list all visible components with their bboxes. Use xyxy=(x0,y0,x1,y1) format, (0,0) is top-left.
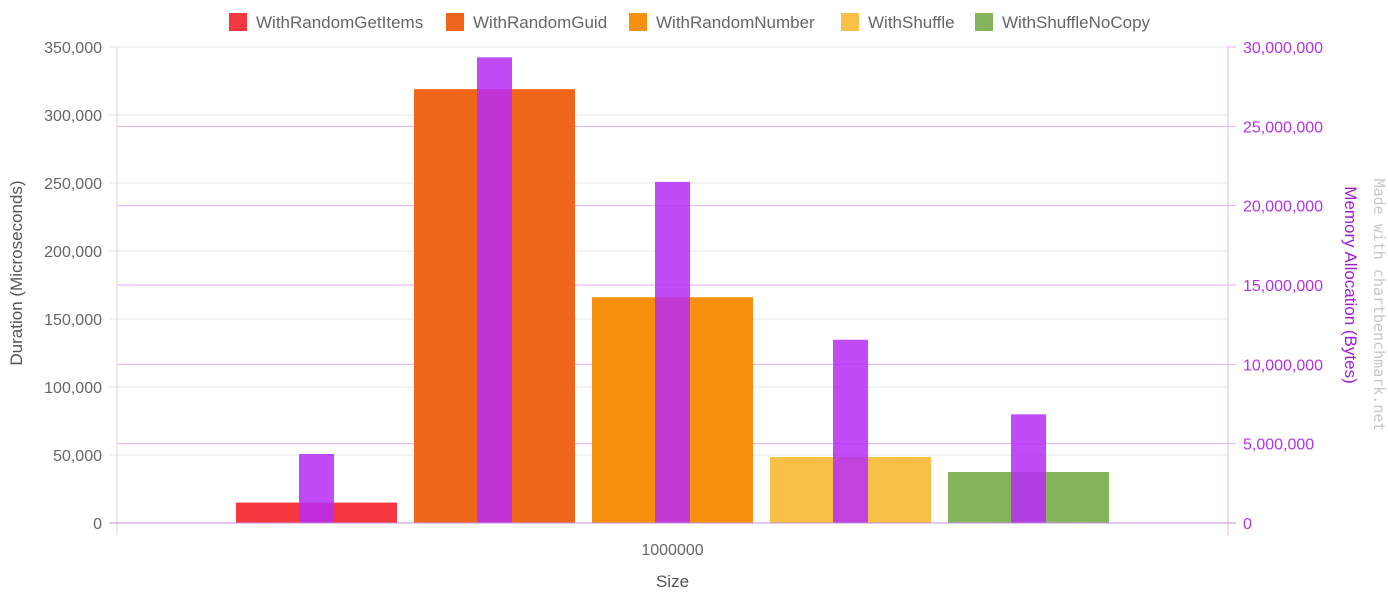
legend-label: WithRandomGetItems xyxy=(256,13,423,32)
left-tick-label: 300,000 xyxy=(44,108,102,125)
left-tick-label: 150,000 xyxy=(44,312,102,329)
legend-swatch xyxy=(629,13,647,31)
right-tick-label: 20,000,000 xyxy=(1243,199,1323,216)
watermark-text: Made with chartbenchmark.net xyxy=(1370,179,1388,432)
right-axis-ticks: 0 5,000,000 10,000,000 15,000,000 20,000,000… xyxy=(1243,40,1323,533)
memory-bar xyxy=(299,453,334,523)
right-tick-label: 30,000,000 xyxy=(1243,40,1323,57)
memory-bars xyxy=(299,57,1046,524)
right-tick-label: 0 xyxy=(1243,516,1252,533)
legend: WithRandomGetItems WithRandomGuid WithRand… xyxy=(229,13,1151,32)
right-tick-label: 5,000,000 xyxy=(1243,437,1314,454)
legend-label: WithRandomGuid xyxy=(473,13,607,32)
left-tick-label: 50,000 xyxy=(53,448,102,465)
right-axis-title: Memory Allocation (Bytes) xyxy=(1341,186,1360,383)
right-tick-label: 10,000,000 xyxy=(1243,357,1323,374)
x-axis-title: Size xyxy=(656,572,689,591)
left-axis-ticks: 0 50,000 100,000 150,000 200,000 250,000 300,0… xyxy=(44,40,102,533)
left-axis-title: Duration (Microseconds) xyxy=(7,180,26,365)
legend-label: WithShuffle xyxy=(868,13,955,32)
memory-bar xyxy=(655,181,690,523)
left-tick-label: 200,000 xyxy=(44,244,102,261)
legend-swatch xyxy=(446,13,464,31)
left-tick-label: 100,000 xyxy=(44,380,102,397)
legend-swatch xyxy=(975,13,993,31)
left-tick-label: 0 xyxy=(93,516,102,533)
legend-label: WithRandomNumber xyxy=(656,13,815,32)
legend-label: WithShuffleNoCopy xyxy=(1002,13,1151,32)
memory-bar xyxy=(477,57,512,524)
left-tick-label: 350,000 xyxy=(44,40,102,57)
x-tick-label: 1000000 xyxy=(641,542,703,559)
memory-bar xyxy=(833,339,868,523)
legend-swatch xyxy=(841,13,859,31)
axes xyxy=(109,47,1236,535)
legend-swatch xyxy=(229,13,247,31)
right-tick-label: 25,000,000 xyxy=(1243,119,1323,136)
left-tick-label: 250,000 xyxy=(44,176,102,193)
memory-bar xyxy=(1011,414,1046,523)
right-tick-label: 15,000,000 xyxy=(1243,278,1323,295)
